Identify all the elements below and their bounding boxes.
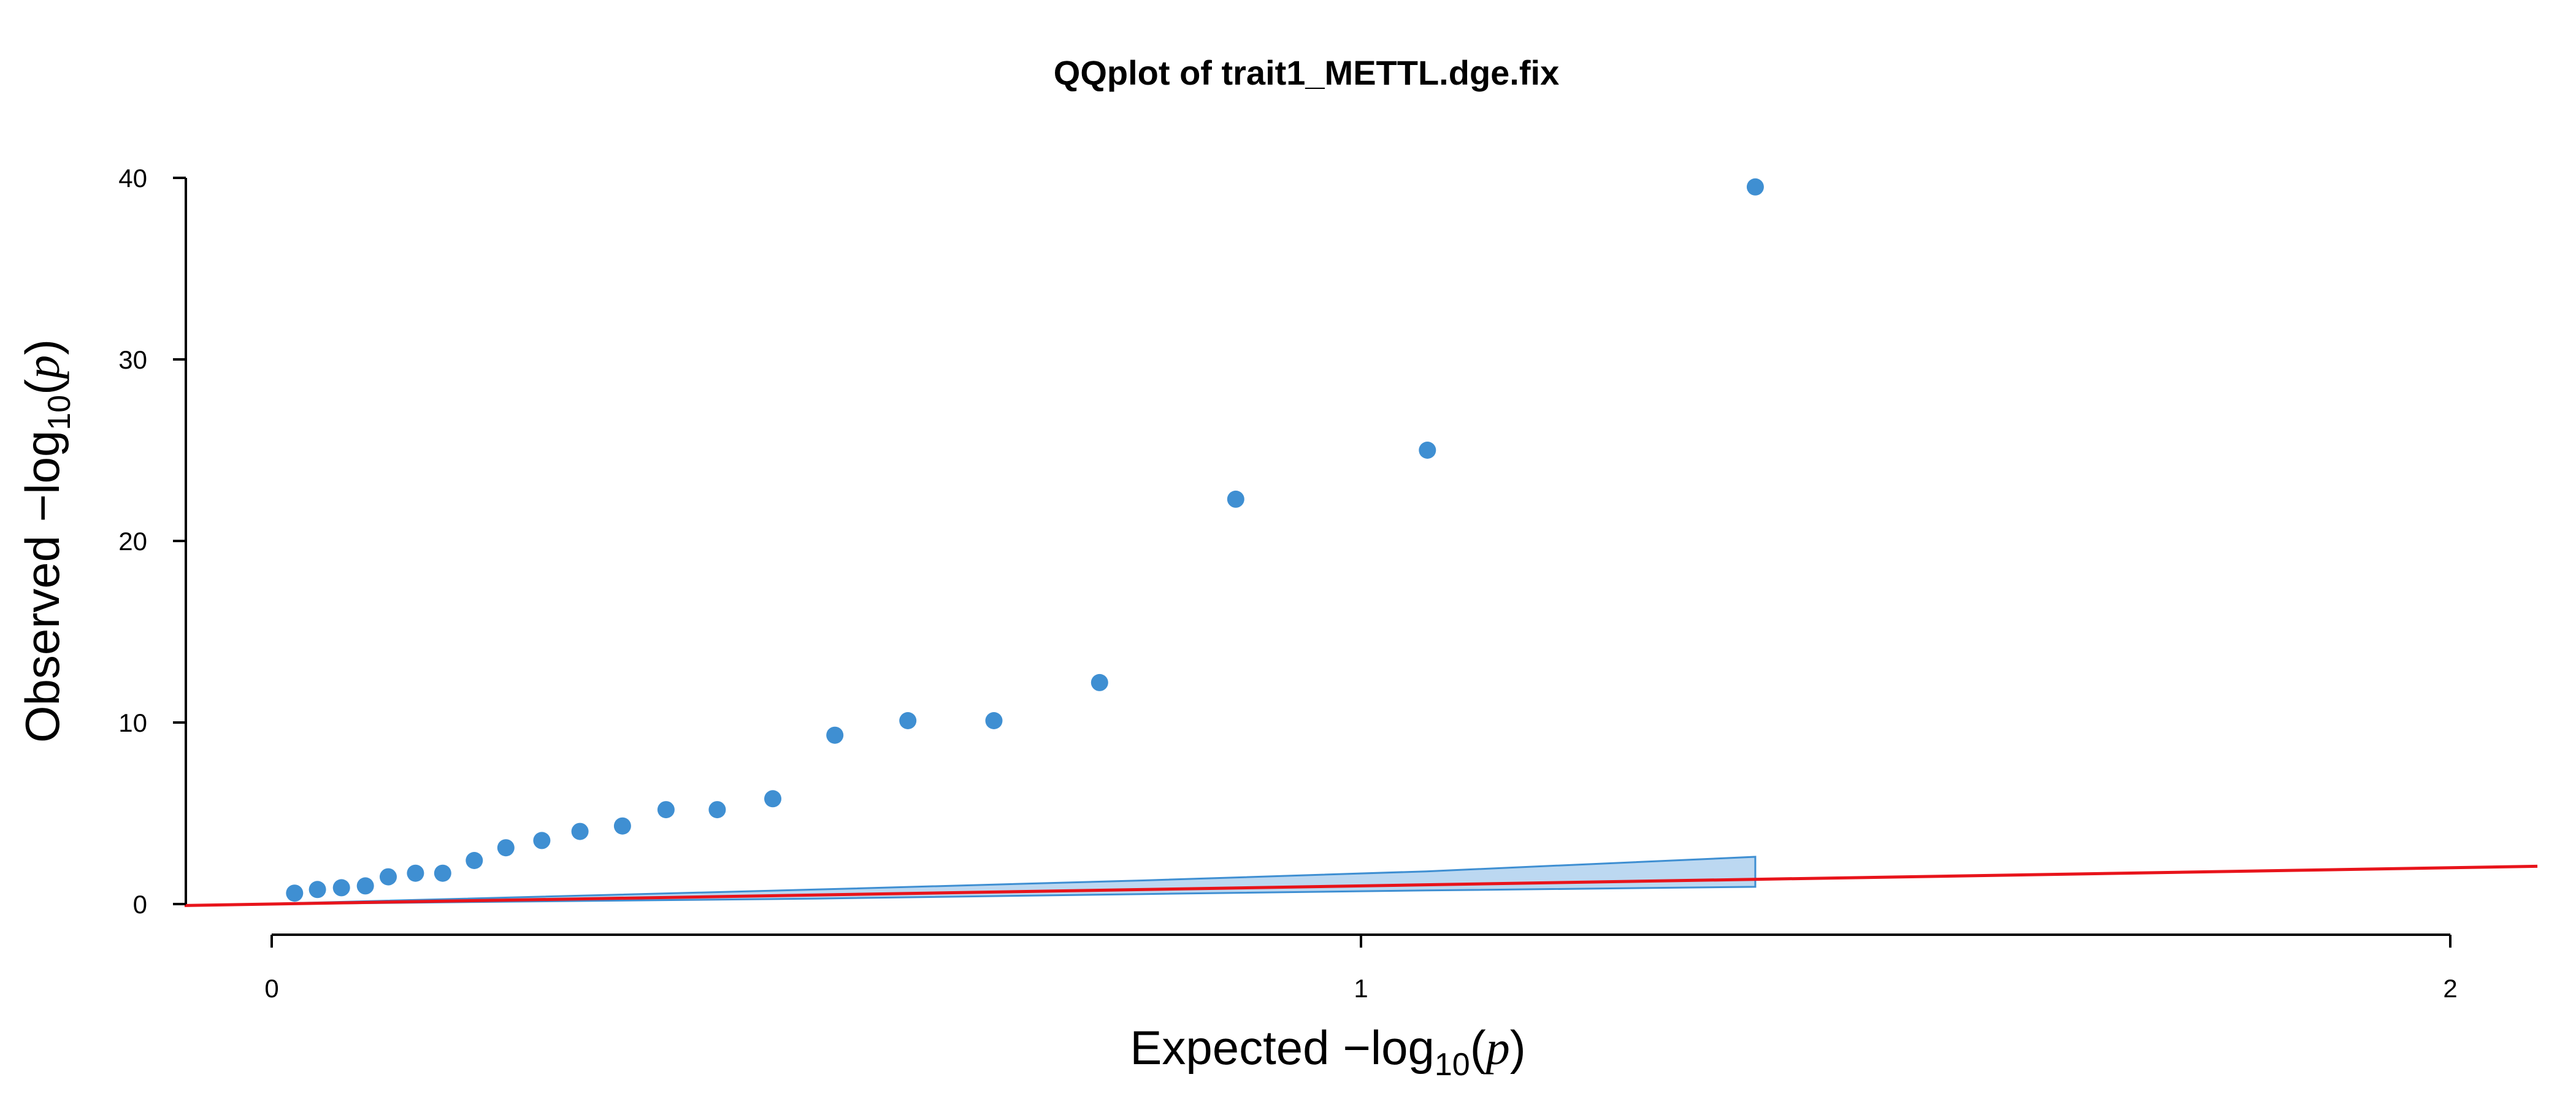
reference-line-layer: [184, 864, 2538, 907]
data-point-14: [708, 801, 726, 819]
data-point-9: [497, 839, 515, 857]
data-point-11: [571, 822, 589, 840]
y-tick-label-10: 10: [118, 708, 147, 737]
data-point-8: [466, 852, 483, 869]
data-point-3: [332, 879, 350, 897]
data-point-15: [764, 790, 781, 808]
x-tick-label-1: 1: [1354, 974, 1368, 1003]
data-point-6: [407, 864, 424, 882]
data-point-12: [613, 817, 631, 835]
data-point-5: [380, 868, 397, 886]
y-tick-label-20: 20: [118, 527, 147, 556]
data-point-7: [434, 864, 451, 882]
data-point-16: [826, 726, 844, 744]
x-tick-label-2: 2: [2443, 974, 2457, 1003]
data-point-19: [1091, 673, 1108, 691]
y-axis: 0 10 20 30 40: [118, 164, 187, 919]
data-point-22: [1746, 178, 1764, 196]
x-axis-label: Expected −log10(p): [1130, 1021, 1525, 1083]
data-point-1: [286, 884, 304, 902]
x-tick-label-0: 0: [264, 974, 278, 1003]
data-point-13: [657, 801, 675, 819]
x-axis: 0 1 2: [264, 933, 2458, 1003]
y-tick-label-0: 0: [133, 890, 147, 919]
data-point-21: [1419, 442, 1436, 459]
data-point-20: [1227, 490, 1244, 508]
confidence-band-layer: [270, 856, 1757, 905]
confidence-band: [270, 856, 1757, 905]
y-tick-label-40: 40: [118, 164, 147, 193]
chart-title: QQplot of trait1_METTL.dge.fix: [1054, 53, 1559, 92]
data-point-4: [356, 877, 374, 895]
data-points-layer: [286, 178, 1764, 902]
reference-line: [184, 864, 2538, 907]
data-point-2: [309, 881, 326, 899]
data-point-10: [533, 832, 551, 849]
data-point-17: [899, 712, 917, 729]
y-axis-label: Observed −log10(p): [15, 339, 77, 743]
data-point-18: [985, 712, 1003, 729]
y-tick-label-30: 30: [118, 345, 147, 374]
